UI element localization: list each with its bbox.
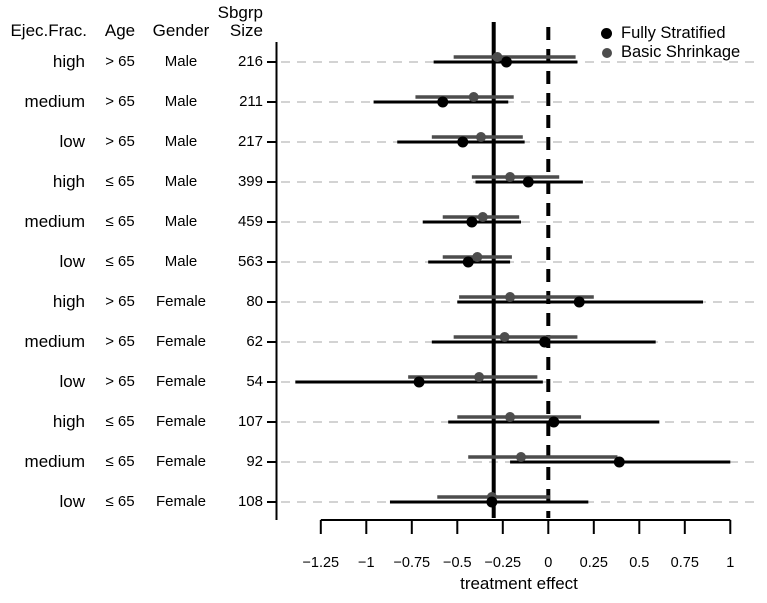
row-ejec-frac-label: medium bbox=[24, 452, 85, 471]
legend-label-fully-stratified: Fully Stratified bbox=[621, 24, 726, 42]
x-tick-label: 1 bbox=[726, 555, 734, 571]
row-ejec-frac-label: high bbox=[52, 52, 85, 71]
fully-stratified-point bbox=[466, 216, 478, 228]
row-age-label: ≤ 65 bbox=[105, 493, 135, 510]
row-age-label: > 65 bbox=[105, 53, 135, 70]
row-gender-label: Female bbox=[155, 413, 207, 430]
basic-shrinkage-point bbox=[505, 172, 516, 182]
fully-stratified-point bbox=[457, 136, 469, 148]
basic-shrinkage-point bbox=[505, 412, 516, 422]
x-tick-label: 0.75 bbox=[671, 555, 699, 571]
basic-shrinkage-point bbox=[468, 92, 479, 102]
row-subgroup-size: 399 bbox=[237, 173, 263, 190]
row-age-label: ≤ 65 bbox=[105, 253, 135, 270]
x-tick-label: −1.25 bbox=[302, 555, 339, 571]
row-age-label: ≤ 65 bbox=[105, 413, 135, 430]
row-subgroup-size: 108 bbox=[237, 493, 263, 510]
basic-shrinkage-point bbox=[492, 52, 503, 62]
column-header-age: Age bbox=[104, 21, 136, 40]
row-ejec-frac-label: low bbox=[59, 492, 85, 511]
row-subgroup-size: 216 bbox=[237, 53, 263, 70]
row-subgroup-size: 217 bbox=[237, 133, 263, 150]
row-gender-label: Female bbox=[155, 333, 207, 350]
row-age-label: > 65 bbox=[105, 133, 135, 150]
row-gender-label: Male bbox=[164, 53, 198, 70]
fully-stratified-point bbox=[462, 256, 474, 268]
row-subgroup-size: 211 bbox=[239, 93, 263, 110]
row-age-label: > 65 bbox=[105, 373, 135, 390]
legend: Fully Stratified Basic Shrinkage bbox=[601, 24, 740, 62]
basic-shrinkage-point bbox=[499, 332, 510, 342]
column-header-ejec-frac: Ejec.Frac. bbox=[10, 21, 87, 40]
row-gender-label: Male bbox=[164, 253, 198, 270]
x-tick-label: −0.5 bbox=[443, 555, 472, 571]
basic-shrinkage-point bbox=[477, 212, 488, 222]
row-age-label: > 65 bbox=[105, 93, 135, 110]
row-gender-label: Female bbox=[155, 453, 207, 470]
x-tick-label: −0.75 bbox=[393, 555, 430, 571]
row-gender-label: Female bbox=[155, 293, 207, 310]
fully-stratified-point bbox=[486, 496, 498, 508]
row-ejec-frac-label: medium bbox=[24, 92, 85, 111]
basic-shrinkage-point bbox=[505, 292, 516, 302]
x-tick-label: 0.5 bbox=[629, 555, 649, 571]
column-header-sbgrp: Sbgrp bbox=[217, 3, 263, 22]
row-ejec-frac-label: medium bbox=[24, 332, 85, 351]
legend-item-basic-shrinkage: Basic Shrinkage bbox=[601, 43, 740, 62]
row-ejec-frac-label: high bbox=[52, 292, 85, 311]
row-gender-label: Male bbox=[164, 173, 198, 190]
x-tick-label: −0.25 bbox=[484, 555, 521, 571]
x-tick-label: 0 bbox=[544, 555, 552, 571]
row-subgroup-size: 107 bbox=[237, 413, 263, 430]
row-subgroup-size: 62 bbox=[246, 333, 263, 350]
row-age-label: ≤ 65 bbox=[105, 213, 135, 230]
row-age-label: > 65 bbox=[105, 333, 135, 350]
fully-stratified-point bbox=[613, 456, 625, 468]
row-ejec-frac-label: low bbox=[59, 252, 85, 271]
basic-shrinkage-point bbox=[474, 372, 485, 382]
row-gender-label: Female bbox=[155, 373, 207, 390]
basic-shrinkage-point bbox=[475, 132, 486, 142]
fully-stratified-point bbox=[500, 56, 512, 68]
x-tick-label: −1 bbox=[358, 555, 375, 571]
basic-shrinkage-point bbox=[472, 252, 483, 262]
fully-stratified-point bbox=[522, 176, 534, 188]
row-subgroup-size: 459 bbox=[237, 213, 263, 230]
row-age-label: ≤ 65 bbox=[105, 453, 135, 470]
column-header-size: Size bbox=[229, 21, 263, 40]
row-ejec-frac-label: high bbox=[52, 412, 85, 431]
row-subgroup-size: 54 bbox=[246, 373, 263, 390]
legend-label-basic-shrinkage: Basic Shrinkage bbox=[621, 43, 741, 61]
row-gender-label: Male bbox=[164, 133, 198, 150]
basic-shrinkage-marker-icon bbox=[602, 47, 612, 58]
fully-stratified-point bbox=[437, 96, 449, 108]
x-axis-title: treatment effect bbox=[460, 574, 578, 593]
x-tick-label: 0.25 bbox=[580, 555, 608, 571]
fully-stratified-marker-icon bbox=[601, 28, 612, 39]
row-ejec-frac-label: high bbox=[52, 172, 85, 191]
row-gender-label: Male bbox=[164, 93, 198, 110]
row-subgroup-size: 563 bbox=[237, 253, 263, 270]
row-gender-label: Male bbox=[164, 213, 198, 230]
row-subgroup-size: 80 bbox=[246, 293, 263, 310]
row-ejec-frac-label: low bbox=[59, 372, 85, 391]
fully-stratified-point bbox=[573, 296, 585, 308]
row-age-label: ≤ 65 bbox=[105, 173, 135, 190]
legend-item-fully-stratified: Fully Stratified bbox=[601, 24, 740, 43]
basic-shrinkage-point bbox=[516, 452, 526, 462]
row-age-label: > 65 bbox=[105, 293, 135, 310]
fully-stratified-point bbox=[539, 336, 551, 348]
column-header-gender: Gender bbox=[152, 21, 210, 40]
fully-stratified-point bbox=[413, 376, 425, 388]
row-ejec-frac-label: medium bbox=[24, 212, 85, 231]
row-subgroup-size: 92 bbox=[246, 453, 263, 470]
fully-stratified-point bbox=[548, 416, 560, 428]
row-gender-label: Female bbox=[155, 493, 207, 510]
row-ejec-frac-label: low bbox=[59, 132, 85, 151]
